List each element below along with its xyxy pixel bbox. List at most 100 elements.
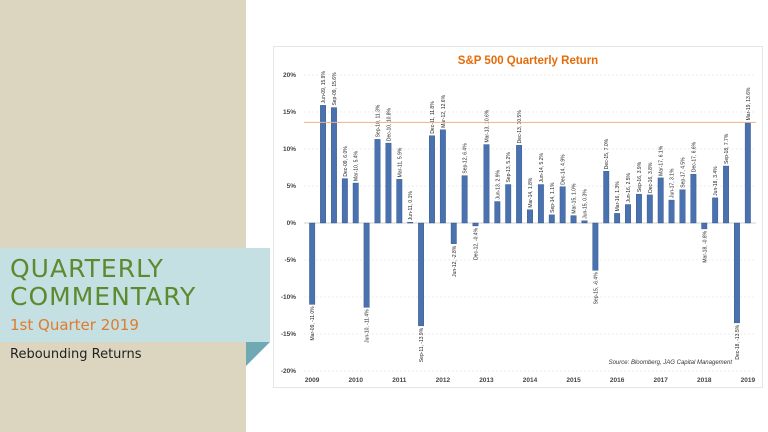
bar-dec-10: [385, 142, 392, 224]
data-label: Jun-12, -2.8%: [452, 245, 458, 277]
x-tick-label: 2014: [523, 377, 538, 384]
bar-mar-15: [570, 215, 577, 224]
bar-mar-18: [701, 222, 708, 230]
data-label: Mar-17, 6.1%: [659, 145, 665, 176]
x-tick-label: 2012: [436, 377, 451, 384]
data-label: Mar-14, 1.8%: [528, 177, 534, 208]
y-tick-label: 20%: [283, 72, 296, 79]
bar-jun-14: [537, 184, 544, 224]
data-label: Mar-15, 1.0%: [572, 183, 578, 214]
data-label: Dec-18, -13.5%: [735, 324, 741, 359]
data-labels: Mar-09, -11.0% Jun-09, 15.9% Sep-09, 15.6%…: [310, 71, 752, 363]
data-label: Sep-18, 7.7%: [724, 133, 730, 164]
bar-jun-16: [625, 204, 631, 224]
bar-dec-17: [690, 173, 697, 224]
data-label: Sep-12, 6.4%: [463, 143, 469, 174]
bar-mar-11: [396, 179, 403, 224]
bar-jun-10: [363, 222, 370, 308]
data-label: Mar-10, 5.4%: [354, 150, 360, 181]
data-label: Sep-16, 3.9%: [637, 161, 643, 192]
data-label: Sep-15, -6.4%: [593, 272, 599, 305]
bars: [309, 105, 751, 327]
x-axis-ticks: 2009 2010 2011 2012 2013 2014 2015 2016 2017 2018…: [305, 377, 756, 384]
bar-dec-11: [429, 135, 435, 224]
chart-title: S&P 500 Quarterly Return: [458, 55, 598, 67]
data-label: Jun-13, 2.9%: [495, 170, 501, 200]
chart-source: Source: Bloomberg, JAG Capital Managemen…: [609, 360, 733, 366]
bar-mar-09: [309, 222, 316, 305]
bar-jun-13: [494, 201, 501, 224]
bar-sep-15: [592, 222, 599, 271]
bar-dec-16: [646, 194, 653, 224]
tagline: Rebounding Returns: [10, 347, 142, 362]
bar-jun-11: [407, 222, 414, 224]
bar-sep-11: [418, 222, 425, 327]
data-label: Mar-12, 12.6%: [441, 94, 447, 127]
x-tick-label: 2017: [653, 377, 668, 384]
x-tick-label: 2016: [610, 377, 625, 384]
title-line-2: COMMENTARY: [10, 282, 197, 311]
x-tick-label: 2009: [305, 377, 320, 384]
data-label: Sep-17, 4.5%: [680, 157, 686, 188]
bar-dec-18: [734, 222, 740, 324]
bar-jun-18: [712, 197, 719, 224]
data-label: Sep-11, -13.9%: [419, 327, 425, 362]
x-tick-label: 2015: [566, 377, 581, 384]
subtitle: 1st Quarter 2019: [10, 316, 139, 334]
data-label: Sep-09, 15.6%: [332, 72, 338, 106]
title-line-1: QUARTERLY: [10, 254, 164, 283]
bar-mar-17: [657, 177, 664, 224]
banner-fold: [246, 342, 270, 366]
bar-sep-17: [679, 189, 686, 224]
x-tick-label: 2013: [479, 377, 494, 384]
data-label: Dec-14, 4.9%: [561, 154, 567, 185]
bar-dec-13: [516, 145, 523, 224]
data-label: Jun-18, 3.4%: [713, 166, 719, 196]
bar-dec-15: [603, 170, 610, 224]
bar-mar-14: [527, 209, 533, 224]
x-tick-label: 2018: [697, 377, 712, 384]
bar-mar-12: [439, 129, 446, 224]
data-label: Dec-10, 10.8%: [386, 107, 392, 141]
y-tick-label: 5%: [287, 183, 297, 190]
y-tick-label: -10%: [281, 294, 296, 301]
data-label: Mar-18, -0.8%: [702, 230, 708, 262]
bar-dec-12: [472, 222, 479, 227]
data-label: Jun-14, 5.2%: [539, 153, 545, 183]
bar-mar-10: [352, 182, 359, 224]
data-label: Mar-19, 13.6%: [746, 87, 752, 120]
data-label: Dec-16, 3.8%: [648, 162, 654, 193]
bar-sep-14: [548, 214, 555, 224]
data-label: Dec-09, 6.0%: [343, 146, 349, 177]
data-label: Dec-15, 7.0%: [604, 138, 610, 169]
y-tick-label: 0%: [287, 220, 297, 227]
data-label: Dec-11, 11.8%: [430, 101, 436, 134]
sp500-bar-chart: S&P 500 Quarterly Return Source: Bloombe…: [281, 55, 756, 384]
left-panel: [0, 0, 246, 432]
bar-sep-12: [461, 175, 468, 224]
data-label: Jun-15, 0.3%: [582, 189, 588, 219]
y-tick-label: -15%: [281, 331, 296, 338]
bar-jun-15: [581, 220, 588, 224]
data-label: Sep-14, 1.1%: [550, 182, 556, 213]
y-tick-label: 10%: [283, 146, 296, 153]
y-tick-label: -5%: [284, 257, 296, 264]
data-label: Dec-17, 6.6%: [691, 141, 697, 172]
data-label: Dec-12, -0.4%: [474, 227, 480, 260]
title-banner: [0, 248, 270, 342]
data-label: Sep-10, 11.3%: [376, 104, 382, 137]
bar-sep-18: [723, 165, 729, 224]
data-label: Mar-09, -11.0%: [310, 306, 316, 341]
data-label: Dec-13, 10.5%: [517, 110, 523, 144]
data-label: Mar-11, 5.9%: [397, 147, 403, 177]
bar-jun-12: [450, 222, 457, 244]
data-label: Jun-09, 15.9%: [321, 71, 327, 104]
x-tick-label: 2010: [349, 377, 364, 384]
bar-sep-09: [331, 107, 337, 224]
data-label: Jun-10, -11.4%: [365, 309, 371, 343]
data-label: Mar-16, 1.3%: [615, 181, 621, 212]
bar-dec-09: [341, 178, 348, 224]
bar-sep-16: [635, 193, 642, 224]
y-tick-label: 15%: [283, 109, 296, 116]
bar-jun-17: [668, 199, 675, 224]
